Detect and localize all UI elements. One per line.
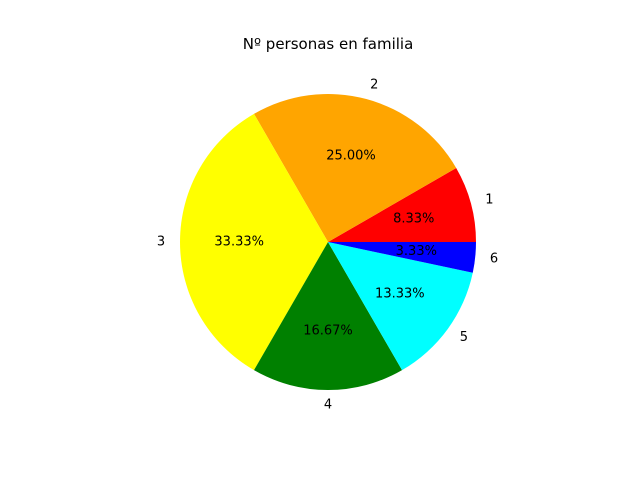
slice-percent-label-6: 3.33% xyxy=(396,244,437,259)
chart-title: Nº personas en familia xyxy=(243,35,414,53)
slice-category-label-5: 5 xyxy=(460,330,468,345)
pie-labels-group: 1 8.33% 2 25.00% 3 33.33% 4 16.67% 5 13.33% 6 3.33% xyxy=(157,77,498,412)
pie-slice-4 xyxy=(254,242,403,390)
pie-slice-1 xyxy=(328,168,476,242)
slice-percent-label-2: 25.00% xyxy=(326,149,376,164)
pie-slice-3 xyxy=(180,113,328,371)
pie-slice-6 xyxy=(328,242,476,273)
slice-category-label-3: 3 xyxy=(157,235,165,250)
slice-percent-label-1: 8.33% xyxy=(393,212,434,227)
slice-percent-label-4: 16.67% xyxy=(303,323,353,338)
pie-slice-5 xyxy=(328,242,473,371)
slice-percent-label-5: 13.33% xyxy=(375,287,425,302)
pie-slice-2 xyxy=(254,94,457,242)
slice-category-label-4: 4 xyxy=(324,397,332,412)
pie-slices-group xyxy=(180,94,476,390)
slice-percent-label-3: 33.33% xyxy=(214,235,264,250)
slice-category-label-6: 6 xyxy=(490,252,498,267)
slice-category-label-2: 2 xyxy=(370,77,378,92)
slice-category-label-1: 1 xyxy=(485,192,493,207)
